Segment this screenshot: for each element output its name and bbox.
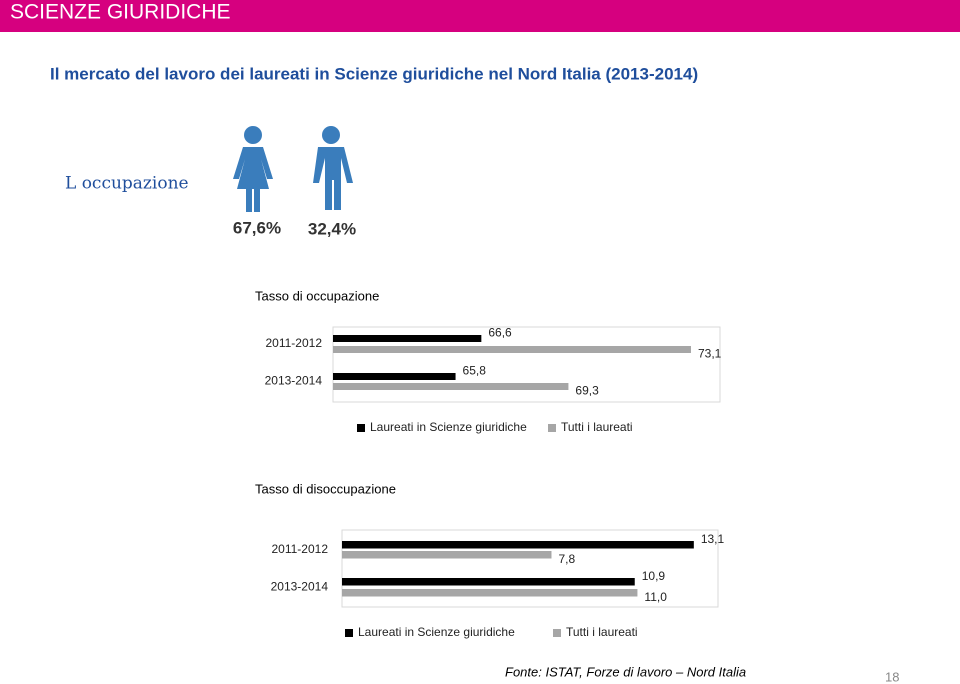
female-share: 67,6% bbox=[233, 218, 281, 237]
value-label: 11,0 bbox=[644, 590, 667, 604]
page-number: 18 bbox=[885, 669, 899, 684]
category-label: 2011-2012 bbox=[266, 336, 323, 350]
bar bbox=[342, 589, 638, 597]
bar bbox=[333, 373, 456, 380]
legend-swatch bbox=[553, 629, 561, 637]
value-label: 13,1 bbox=[701, 532, 725, 546]
chart-title: Tasso di disoccupazione bbox=[255, 481, 396, 496]
category-label: 2011-2012 bbox=[272, 542, 329, 556]
source: Fonte: ISTAT, Forze di lavoro – Nord Ita… bbox=[505, 664, 746, 679]
header: SCIENZE GIURIDICHE bbox=[10, 1, 231, 24]
value-label: 7,8 bbox=[558, 552, 575, 566]
bar bbox=[333, 346, 691, 353]
legend-label: Laureati in Scienze giuridiche bbox=[358, 625, 515, 639]
legend-swatch bbox=[548, 424, 556, 432]
legend-label: Tutti i laureati bbox=[561, 420, 633, 434]
legend-label: Tutti i laureati bbox=[566, 625, 638, 639]
chart-title: Tasso di occupazione bbox=[255, 288, 379, 303]
bar bbox=[333, 335, 482, 342]
occupation-label: L occupazione bbox=[65, 174, 189, 194]
category-label: 2013-2014 bbox=[265, 374, 323, 388]
bar bbox=[342, 541, 694, 549]
value-label: 10,9 bbox=[642, 569, 666, 583]
female-icon bbox=[233, 126, 273, 212]
plot-frame bbox=[341, 529, 719, 608]
bar bbox=[342, 551, 552, 559]
male-share: 32,4% bbox=[308, 219, 356, 238]
plot-frame bbox=[332, 326, 721, 403]
male-icon bbox=[313, 126, 353, 210]
category-label: 2013-2014 bbox=[271, 579, 329, 593]
legend-swatch bbox=[345, 629, 353, 637]
slide-title: Il mercato del lavoro dei laureati in Sc… bbox=[50, 64, 698, 83]
legend-swatch bbox=[357, 424, 365, 432]
header-bar bbox=[0, 0, 960, 32]
legend-label: Laureati in Scienze giuridiche bbox=[370, 420, 527, 434]
value-label: 69,3 bbox=[575, 384, 599, 398]
value-label: 65,8 bbox=[463, 364, 487, 378]
value-label: 73,1 bbox=[698, 347, 722, 361]
bar bbox=[333, 383, 569, 390]
value-label: 66,6 bbox=[488, 326, 512, 340]
bar bbox=[342, 578, 635, 586]
